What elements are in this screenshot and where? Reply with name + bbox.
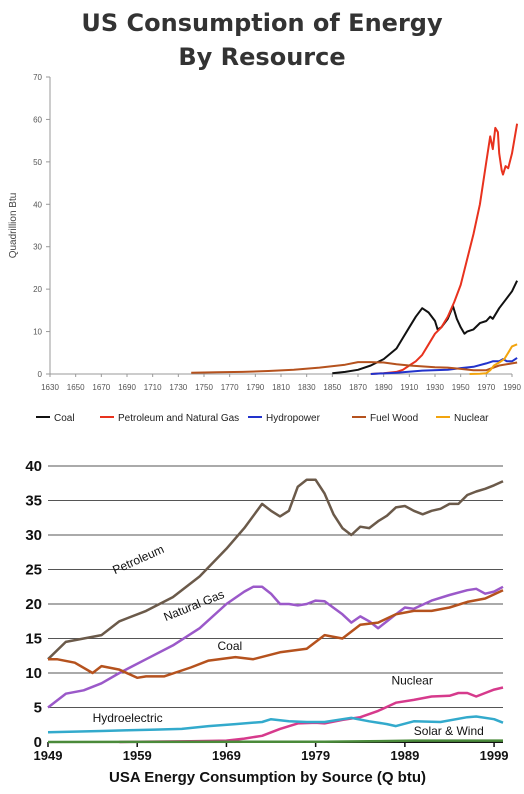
x-tick-label: 1730 [169,383,187,392]
series-line-hydroelectric [47,715,504,734]
x-tick-label: 1890 [375,383,393,392]
x-tick-label: 1959 [123,748,152,763]
legend-label-nuclear: Nuclear [454,413,489,424]
y-tick-label: 10 [25,665,42,682]
legend-label-fuel-wood: Fuel Wood [370,413,418,424]
x-tick-label: 1999 [480,748,509,763]
series-line-nuclear [469,343,518,375]
x-tick-label: 1650 [67,383,85,392]
series-label-petroleum: Petroleum [110,542,166,577]
y-tick-label: 25 [25,562,42,579]
x-tick-label: 1630 [41,383,59,392]
y-tick-label: 60 [33,115,42,124]
x-tick-label: 1710 [144,383,162,392]
x-tick-label: 1970 [477,383,495,392]
series-line-fuel-wood [191,361,518,374]
x-tick-label: 1850 [323,383,341,392]
x-tick-label: 1969 [212,748,241,763]
chart-title: US Consumption of Energy [81,9,443,37]
x-tick-label: 1949 [34,748,63,763]
x-tick-label: 1910 [400,383,418,392]
legend-label-coal: Coal [54,413,75,424]
x-tick-label: 1690 [118,383,136,392]
series-line-coal [332,280,519,375]
chart-subtitle: By Resource [178,43,346,71]
series-line-hydropower [370,357,518,375]
legend-label-petroleum-and-natural-gas: Petroleum and Natural Gas [118,413,239,424]
y-tick-label: 0 [34,734,42,751]
y-tick-label: 20 [33,285,42,294]
y-tick-label: 15 [25,631,42,648]
y-axis-label: Quadrillion Btu [8,193,19,259]
y-tick-label: 5 [34,700,42,717]
y-tick-label: 10 [33,328,42,337]
x-tick-label: 1930 [426,383,444,392]
x-tick-label: 1790 [246,383,264,392]
series-label-hydroelectric: Hydroelectric [93,711,163,725]
x-tick-label: 1990 [503,383,521,392]
x-tick-label: 1750 [195,383,213,392]
series-label-solar-wind: Solar & Wind [414,724,484,738]
y-tick-label: 0 [38,370,43,379]
series-label-natural-gas: Natural Gas [162,587,227,624]
series-line-nuclear [119,686,504,744]
y-tick-label: 30 [25,527,42,544]
series-line-natural-gas [47,585,504,709]
x-tick-label: 1989 [390,748,419,763]
chart-resource-history: 0 10 20 30 40 50 60 70 1630 1650 1670 1690 1710 1730 1… [8,73,521,424]
x-tick-label: 1810 [272,383,290,392]
series-label-coal: Coal [218,639,243,653]
x-tick-label: 1770 [221,383,239,392]
series-line-solar-wind [47,739,503,744]
y-tick-label: 40 [25,458,42,475]
y-tick-label: 50 [33,158,42,167]
legend-label-hydropower: Hydropower [266,413,321,424]
series-line-petroleum [47,478,504,661]
x-tick-label: 1979 [301,748,330,763]
series-line-petroleum-and-natural-gas [370,123,519,375]
x-tick-label: 1670 [92,383,110,392]
y-tick-label: 35 [25,493,42,510]
y-tick-label: 40 [33,200,42,209]
series-label-nuclear: Nuclear [391,674,432,688]
y-tick-label: 70 [33,73,42,82]
x-tick-label: 1950 [452,383,470,392]
y-tick-label: 20 [25,596,42,613]
x-tick-label: 1830 [298,383,316,392]
chart-usa-by-source: 0 5 10 15 20 25 30 35 40 1949 1959 1969 1979 1989 1999… [25,458,509,786]
y-tick-label: 30 [33,243,42,252]
series-line-coal [48,589,504,680]
x-axis-title: USA Energy Consumption by Source (Q btu) [109,769,426,786]
x-tick-label: 1870 [349,383,367,392]
